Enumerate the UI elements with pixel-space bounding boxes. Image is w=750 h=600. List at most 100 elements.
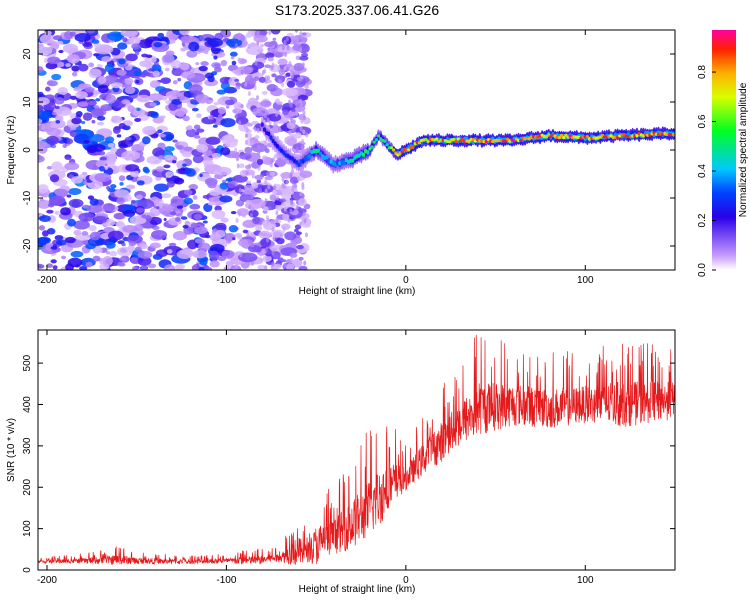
noise-blob: [295, 204, 299, 210]
noise-blob: [301, 62, 305, 68]
noise-blob: [243, 124, 247, 130]
snr-x-tick-label: 0: [403, 575, 409, 586]
noise-blob: [259, 251, 263, 257]
noise-blob: [171, 89, 181, 98]
noise-blob: [264, 64, 272, 69]
noise-blob: [210, 109, 219, 118]
noise-blob: [299, 31, 303, 37]
noise-blob: [196, 128, 205, 133]
noise-blob: [277, 78, 281, 84]
noise-blob: [176, 249, 193, 260]
snr-y-axis-label: SNR (10 * v/v): [6, 418, 17, 482]
noise-blob: [172, 231, 188, 241]
ridge-cell: [273, 141, 277, 146]
noise-blob: [303, 203, 311, 210]
noise-blob: [89, 231, 101, 241]
snr-background: [38, 330, 675, 570]
noise-blob: [125, 164, 140, 172]
noise-blob: [238, 252, 258, 263]
noise-blob: [238, 120, 242, 126]
noise-blob: [274, 98, 281, 104]
noise-blob: [149, 242, 161, 249]
noise-blob: [254, 135, 260, 139]
ridge-cell: [366, 150, 370, 155]
ridge-cell: [504, 139, 508, 143]
noise-blob: [209, 115, 214, 120]
noise-blob: [96, 115, 106, 121]
noise-blob: [284, 231, 297, 241]
noise-blob: [288, 242, 297, 247]
noise-blob: [106, 186, 111, 190]
noise-blob: [293, 228, 299, 233]
ridge-cell: [568, 134, 572, 138]
noise-blob: [259, 257, 263, 263]
noise-blob: [66, 194, 72, 198]
snr-y-tick-label: 200: [22, 478, 33, 495]
ridge-cell: [290, 156, 295, 161]
noise-blob: [87, 100, 98, 106]
noise-blob: [117, 261, 125, 267]
noise-blob: [181, 151, 192, 158]
noise-blob: [299, 126, 303, 132]
noise-blob: [93, 43, 102, 48]
noise-blob: [183, 197, 194, 205]
noise-blob: [38, 184, 49, 194]
noise-blob: [135, 194, 143, 200]
noise-blob: [264, 75, 268, 81]
noise-blob: [209, 243, 225, 253]
ridge-cell: [448, 140, 452, 144]
noise-blob: [183, 146, 193, 152]
ridge-cell: [467, 139, 471, 143]
noise-blob: [188, 184, 199, 191]
noise-blob: [286, 137, 297, 147]
noise-blob: [267, 57, 274, 62]
noise-blob: [209, 189, 222, 196]
ridge-cell: [635, 133, 639, 138]
noise-blob: [246, 232, 250, 238]
noise-blob: [84, 86, 95, 93]
noise-blob: [276, 195, 280, 201]
noise-blob: [157, 32, 165, 38]
noise-blob: [46, 263, 53, 268]
noise-blob: [101, 56, 113, 63]
snr-panel: -200 -100 0 100 0 100 200 300 400 500 Height of s…: [6, 329, 676, 595]
noise-blob: [219, 195, 233, 203]
noise-blob: [234, 232, 243, 238]
noise-blob: [122, 37, 128, 43]
ridge-cell: [547, 133, 551, 137]
noise-blob: [286, 45, 290, 51]
noise-blob: [263, 140, 267, 146]
noise-blob: [172, 160, 177, 164]
noise-blob: [151, 230, 168, 240]
noise-blob: [182, 115, 190, 122]
noise-blob: [277, 58, 288, 66]
snr-x-tick-label: -100: [216, 575, 236, 586]
noise-blob: [126, 234, 143, 244]
noise-blob: [219, 182, 229, 190]
noise-blob: [141, 214, 148, 219]
noise-blob: [65, 236, 76, 244]
noise-blob: [185, 168, 196, 177]
noise-blob: [172, 139, 178, 143]
noise-blob: [302, 222, 311, 228]
noise-blob: [61, 109, 72, 116]
noise-blob: [247, 30, 253, 34]
noise-blob: [292, 119, 296, 125]
noise-blob: [289, 176, 299, 185]
noise-blob: [163, 164, 171, 169]
ridge-cell: [267, 131, 271, 137]
ridge-cell: [424, 137, 428, 141]
noise-blob: [152, 168, 170, 178]
noise-blob: [257, 30, 261, 36]
snr-series-line: [38, 334, 675, 565]
noise-blob: [118, 58, 126, 65]
noise-blob: [261, 156, 273, 165]
noise-blob: [213, 102, 220, 106]
noise-blob: [71, 65, 80, 72]
noise-blob: [301, 32, 307, 36]
noise-blob: [293, 183, 297, 189]
noise-blob: [282, 259, 287, 263]
ridge-cell: [506, 137, 510, 141]
snr-y-tick-label: 400: [22, 396, 33, 413]
noise-blob: [207, 99, 214, 103]
